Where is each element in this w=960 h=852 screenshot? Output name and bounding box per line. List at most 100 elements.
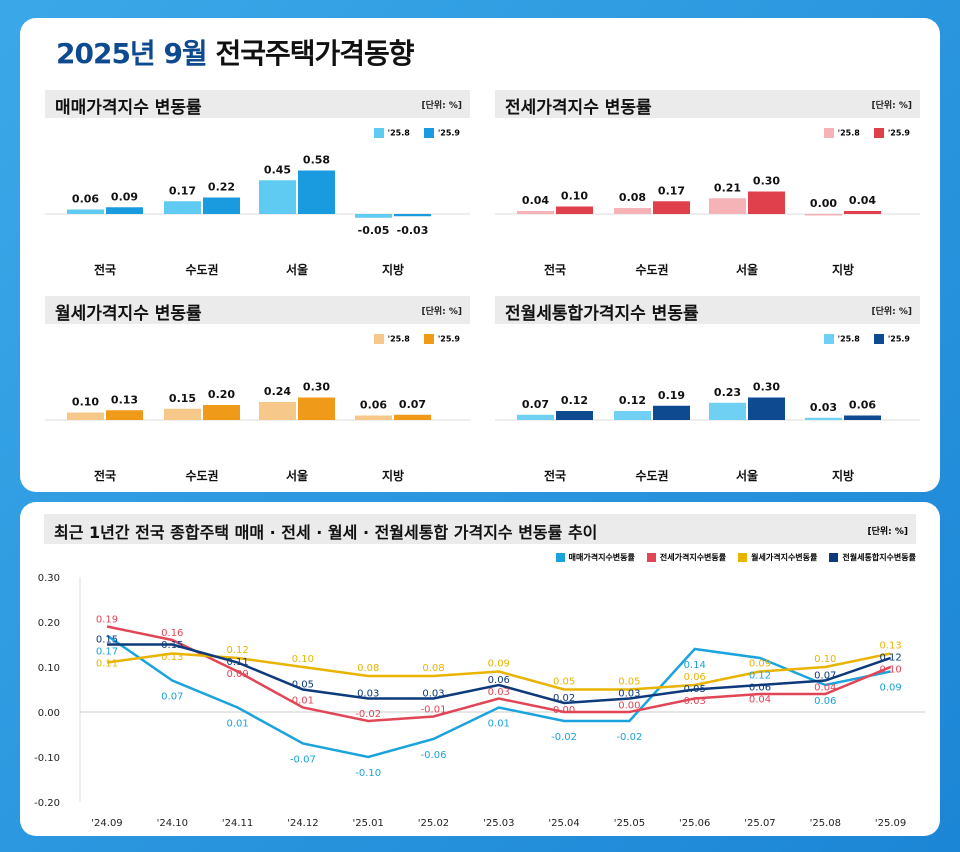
data-label: 0.20 xyxy=(208,388,235,401)
point-label: 0.00 xyxy=(618,701,640,712)
series-line xyxy=(107,643,892,705)
point-label: 0.17 xyxy=(96,647,118,658)
bar-legend: '25.8 '25.9 xyxy=(373,128,460,138)
line-chart-card: 최근 1년간 전국 종합주택 매매 · 전세 · 월세 · 전월세통합 가격지수… xyxy=(20,502,940,836)
bar-legend: '25.8 '25.9 xyxy=(823,334,910,344)
point-label: 0.05 xyxy=(684,684,706,695)
point-label: 0.01 xyxy=(292,696,314,707)
point-label: 0.06 xyxy=(814,696,836,707)
category-label: 서울 xyxy=(286,468,308,483)
bar xyxy=(164,201,201,214)
bar xyxy=(614,411,651,420)
point-label: -0.01 xyxy=(421,705,447,716)
bar xyxy=(748,397,785,420)
point-label: -0.02 xyxy=(616,732,642,743)
point-label: 0.10 xyxy=(292,654,314,665)
bar-panel-sales: 매매가격지수 변동률 [단위: %] '25.8 '25.9 0.06 0.09 전국 0… xyxy=(45,90,470,290)
y-tick-label: -0.20 xyxy=(34,798,60,809)
unit-label: [단위: %] xyxy=(867,527,908,537)
legend-item: '25.8 xyxy=(823,334,860,344)
data-label: 0.10 xyxy=(72,396,99,409)
point-label: -0.06 xyxy=(421,750,447,761)
point-label: 0.08 xyxy=(422,663,444,674)
point-label: 0.09 xyxy=(879,683,901,694)
bar xyxy=(709,198,746,214)
bar xyxy=(259,402,296,420)
point-label: 0.15 xyxy=(161,640,183,651)
series-line xyxy=(106,634,891,759)
bar xyxy=(844,415,881,420)
bar xyxy=(653,201,690,214)
legend-item: '25.8 xyxy=(823,128,860,138)
series-line xyxy=(106,652,891,691)
data-label: 0.12 xyxy=(619,394,646,407)
legend-item: '25.9 xyxy=(873,128,910,138)
y-tick-label: 0.10 xyxy=(38,663,60,674)
data-label: 0.13 xyxy=(111,393,138,406)
point-label: 0.19 xyxy=(96,615,118,626)
bar-legend: '25.8 '25.9 xyxy=(823,128,910,138)
category-label: 수도권 xyxy=(635,469,668,483)
line-chart-header: 최근 1년간 전국 종합주택 매매 · 전세 · 월세 · 전월세통합 가격지수… xyxy=(44,514,916,544)
point-label: 0.12 xyxy=(749,671,771,682)
x-tick-label: '24.09 xyxy=(91,818,122,829)
bar-charts-card: 2025년 9월 전국주택가격동향 매매가격지수 변동률 [단위: %] '25.… xyxy=(20,18,940,492)
bar-chart: 0.06 0.09 전국 0.17 0.22 수도권 0.45 0.58 서울 -0.05 -0.0… xyxy=(45,154,470,277)
point-label: 0.09 xyxy=(749,659,771,670)
point-label: -0.02 xyxy=(551,732,577,743)
y-tick-label: 0.20 xyxy=(38,618,60,629)
category-label: 전국 xyxy=(94,468,116,483)
point-label: 0.12 xyxy=(879,653,901,664)
bar xyxy=(556,206,593,214)
point-label: 0.03 xyxy=(684,696,706,707)
bar xyxy=(748,191,785,214)
data-label: 0.10 xyxy=(561,190,588,203)
point-label: -0.10 xyxy=(355,768,381,779)
x-tick-label: '25.07 xyxy=(744,818,775,829)
legend-item: 월세가격지수변동률 xyxy=(738,552,817,563)
x-tick-label: '24.12 xyxy=(287,818,318,829)
page-title: 2025년 9월 전국주택가격동향 xyxy=(56,37,415,70)
bar-chart: 0.10 0.13 전국 0.15 0.20 수도권 0.24 0.30 서울 0.06 0.07 지… xyxy=(45,381,470,483)
bar-panel-wolse: 월세가격지수 변동률 [단위: %] '25.8 '25.9 0.10 0.13 전국 0… xyxy=(45,296,470,496)
legend-item: 전월세통합지수변동률 xyxy=(829,552,916,563)
point-label: 0.12 xyxy=(226,645,248,656)
bar xyxy=(164,408,201,420)
x-tick-label: '24.10 xyxy=(157,818,188,829)
data-label: 0.30 xyxy=(753,381,780,394)
bar-legend: '25.8 '25.9 xyxy=(373,334,460,344)
point-label: 0.01 xyxy=(226,719,248,730)
data-label: 0.15 xyxy=(169,392,196,405)
bar xyxy=(805,214,842,216)
x-tick-label: '25.02 xyxy=(418,818,449,829)
unit-label: [단위: %] xyxy=(421,101,462,111)
bar-panel-combined: 전월세통합가격지수 변동률 [단위: %] '25.8 '25.9 0.07 0.12… xyxy=(495,296,920,496)
point-label: 0.06 xyxy=(684,672,706,683)
data-label: 0.30 xyxy=(303,381,330,394)
y-tick-label: -0.10 xyxy=(34,753,60,764)
point-label: 0.00 xyxy=(553,705,575,716)
point-label: 0.06 xyxy=(749,683,771,694)
bar xyxy=(517,414,554,420)
x-tick-label: '25.01 xyxy=(353,818,384,829)
x-tick-label: '25.08 xyxy=(810,818,841,829)
panel-header: 전월세통합가격지수 변동률 [단위: %] xyxy=(495,296,920,324)
data-label: -0.05 xyxy=(358,224,390,237)
bar xyxy=(394,214,431,217)
category-label: 지방 xyxy=(382,468,404,483)
data-label: 0.04 xyxy=(522,194,549,207)
bar-chart: 0.04 0.10 전국 0.08 0.17 수도권 0.21 0.30 서울 0.00 0.04 지… xyxy=(495,175,920,277)
category-label: 수도권 xyxy=(185,469,218,483)
bar xyxy=(805,417,842,420)
data-label: 0.06 xyxy=(72,193,99,206)
panel-title: 전월세통합가격지수 변동률 xyxy=(505,304,699,324)
point-label: -0.02 xyxy=(355,709,381,720)
y-tick-label: 0.30 xyxy=(38,573,60,584)
point-label: 0.01 xyxy=(488,719,510,730)
unit-label: [단위: %] xyxy=(871,101,912,111)
point-label: 0.08 xyxy=(357,663,379,674)
data-label: 0.24 xyxy=(264,385,291,398)
data-label: 0.17 xyxy=(169,184,196,197)
point-label: 0.03 xyxy=(618,689,640,700)
category-label: 전국 xyxy=(544,262,566,277)
